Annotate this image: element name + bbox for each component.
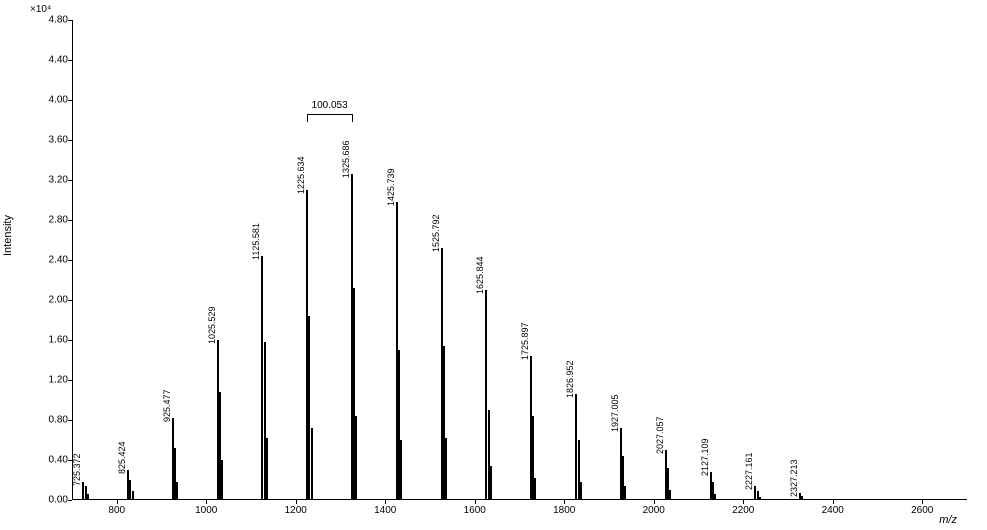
y-tick-label: 4.00 xyxy=(38,95,68,106)
peak-label: 2127.109 xyxy=(700,438,710,476)
y-tick xyxy=(68,100,72,101)
y-tick xyxy=(68,180,72,181)
peak-label: 2327.213 xyxy=(789,459,799,497)
peak-label: 1225.634 xyxy=(296,156,306,194)
peak-label: 825.424 xyxy=(117,441,127,474)
x-tick xyxy=(206,500,207,504)
x-tick xyxy=(564,500,565,504)
y-tick-label: 4.40 xyxy=(38,55,68,66)
peak-bar xyxy=(490,466,492,500)
peak-label: 1826.952 xyxy=(565,360,575,398)
peak-label: 2227.161 xyxy=(744,452,754,490)
peak-bar xyxy=(801,496,803,500)
x-tick-label: 800 xyxy=(108,505,125,516)
y-tick-label: 1.60 xyxy=(38,335,68,346)
x-tick xyxy=(385,500,386,504)
peak-label: 2027.057 xyxy=(655,416,665,454)
peak-bar xyxy=(534,478,536,500)
peak-bar xyxy=(266,438,268,500)
peak-bar xyxy=(759,497,761,500)
y-tick xyxy=(68,340,72,341)
x-tick-label: 2200 xyxy=(732,505,754,516)
peak-label: 1625.844 xyxy=(475,256,485,294)
y-tick-label: 3.20 xyxy=(38,175,68,186)
y-tick xyxy=(68,20,72,21)
peak-bar xyxy=(580,482,582,500)
y-tick xyxy=(68,380,72,381)
y-tick-label: 0.00 xyxy=(38,495,68,506)
y-tick xyxy=(68,300,72,301)
peak-bar xyxy=(624,486,626,500)
peak-label: 725.372 xyxy=(72,453,82,486)
y-tick-label: 0.40 xyxy=(38,455,68,466)
x-tick xyxy=(743,500,744,504)
peak-bar xyxy=(400,440,402,500)
peak-label: 1325.686 xyxy=(341,140,351,178)
x-tick xyxy=(475,500,476,504)
x-tick xyxy=(654,500,655,504)
y-tick xyxy=(68,500,72,501)
x-tick-label: 2400 xyxy=(822,505,844,516)
x-tick-label: 1600 xyxy=(464,505,486,516)
peak-label: 1425.739 xyxy=(386,168,396,206)
y-tick xyxy=(68,60,72,61)
x-axis-title: m/z xyxy=(939,514,957,526)
x-tick-label: 1000 xyxy=(195,505,217,516)
x-tick-label: 1400 xyxy=(374,505,396,516)
peak-label: 1525.792 xyxy=(431,214,441,252)
plot-area xyxy=(72,20,967,500)
peak-label: 1927.005 xyxy=(610,394,620,432)
peak-bar xyxy=(355,416,357,500)
y-tick-label: 3.60 xyxy=(38,135,68,146)
x-tick-label: 2600 xyxy=(911,505,933,516)
mass-spectrum-chart: ×10⁴ Intensity 0.00 0.40 0.80 1.20 1.60 2.00 2… xyxy=(0,0,987,530)
x-tick xyxy=(833,500,834,504)
peak-label: 1125.581 xyxy=(251,223,261,260)
y-tick-label: 2.40 xyxy=(38,255,68,266)
y-tick xyxy=(68,260,72,261)
y-tick-label: 2.80 xyxy=(38,215,68,226)
peak-bar xyxy=(311,428,313,500)
bracket-top xyxy=(307,114,352,115)
peak-bar xyxy=(714,494,716,500)
peak-bar xyxy=(176,482,178,500)
peak-label: 1025.529 xyxy=(207,306,217,344)
bracket-label: 100.053 xyxy=(312,100,348,111)
peak-label: 925.477 xyxy=(162,389,172,422)
bracket-leg xyxy=(307,114,308,122)
y-tick-label: 2.00 xyxy=(38,295,68,306)
peak-bar xyxy=(445,438,447,500)
peak-bar xyxy=(87,494,89,500)
x-tick-label: 1800 xyxy=(553,505,575,516)
y-tick-label: 4.80 xyxy=(38,15,68,26)
y-axis-title: Intensity xyxy=(2,215,14,256)
bracket-leg xyxy=(352,114,353,122)
x-tick xyxy=(117,500,118,504)
y-tick xyxy=(68,420,72,421)
peak-bar xyxy=(132,491,134,500)
peak-label: 1725.897 xyxy=(520,322,530,360)
y-tick xyxy=(68,140,72,141)
peak-bar xyxy=(221,460,223,500)
x-tick-label: 2000 xyxy=(643,505,665,516)
y-axis-multiplier: ×10⁴ xyxy=(30,4,51,15)
x-tick xyxy=(922,500,923,504)
peak-bar xyxy=(669,490,671,500)
x-tick xyxy=(296,500,297,504)
y-tick-label: 0.80 xyxy=(38,415,68,426)
x-tick-label: 1200 xyxy=(285,505,307,516)
y-tick-label: 1.20 xyxy=(38,375,68,386)
y-tick xyxy=(68,220,72,221)
